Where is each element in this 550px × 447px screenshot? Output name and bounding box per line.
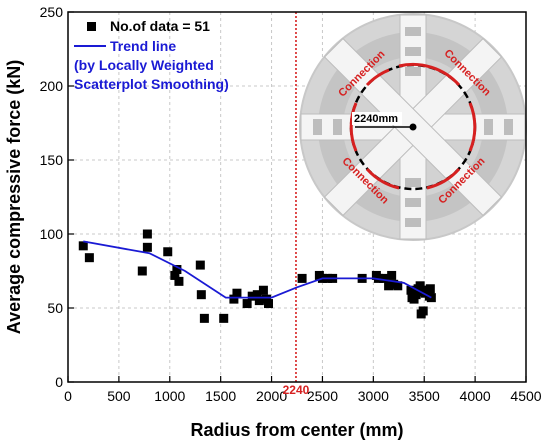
legend-label-trend-2: (by Locally Weighted	[74, 57, 214, 73]
data-point	[379, 273, 389, 283]
x-tick-label: 2500	[307, 388, 338, 404]
y-tick-label: 200	[40, 78, 64, 94]
data-point	[242, 299, 252, 309]
legend-label-trend-3: Scatterplot Smoothing)	[74, 76, 229, 92]
x-axis-title: Radius from center (mm)	[190, 420, 403, 440]
y-tick-label: 100	[40, 226, 64, 242]
data-point	[232, 288, 242, 298]
data-point	[264, 299, 274, 309]
data-point	[78, 241, 88, 251]
x-tick-label: 4500	[510, 388, 541, 404]
data-point	[142, 229, 152, 239]
legend: No.of data = 51 Trend line (by Locally W…	[74, 18, 229, 92]
data-point	[258, 285, 268, 295]
cutter-slots	[313, 27, 513, 227]
legend-label-trend-1: Trend line	[110, 38, 176, 54]
data-point	[406, 285, 416, 295]
legend-marker-scatter	[87, 22, 96, 31]
data-point	[137, 266, 147, 276]
x-tick-label: 4000	[460, 388, 491, 404]
data-point	[254, 296, 264, 306]
center-dot	[409, 123, 417, 131]
x-tick-label: 1000	[154, 388, 185, 404]
y-tick-label: 250	[40, 4, 64, 20]
data-point	[252, 290, 262, 300]
radius-label-bg	[352, 112, 402, 125]
x-tick-label: 2000	[256, 388, 287, 404]
legend-label-scatter: No.of data = 51	[110, 18, 210, 34]
x-tick-label: 3500	[409, 388, 440, 404]
data-point	[393, 281, 403, 291]
x-tick-label: 3000	[358, 388, 389, 404]
data-points	[78, 229, 436, 323]
connection-arcs	[349, 62, 477, 190]
data-point	[163, 247, 173, 257]
x-tick-label: 0	[64, 388, 72, 404]
plot-frame	[67, 11, 527, 383]
tick-labels: 0 500 1000 1500 2000 2500 3000 3500 4000 4500 0 50 1…	[40, 4, 542, 404]
reference-line-label: 2240	[283, 383, 310, 397]
trend-line	[83, 240, 432, 299]
data-point	[219, 313, 229, 323]
data-point	[297, 273, 307, 283]
data-point	[387, 270, 397, 280]
data-point	[199, 313, 209, 323]
data-point	[418, 306, 428, 316]
data-point	[172, 265, 182, 275]
cutterhead-inset: 2240mm Connection Connection Connection …	[299, 13, 527, 241]
data-point	[170, 270, 180, 280]
y-tick-label: 0	[55, 374, 63, 390]
x-tick-label: 500	[107, 388, 131, 404]
y-axis-title: Average compressive force (kN)	[4, 60, 24, 334]
radius-label: 2240mm	[354, 113, 398, 125]
data-point	[174, 276, 184, 286]
x-tick-label: 1500	[205, 388, 236, 404]
y-tick-label: 50	[47, 300, 63, 316]
data-point	[247, 291, 257, 301]
data-point	[384, 281, 394, 291]
data-point	[84, 253, 94, 263]
data-point	[425, 284, 435, 294]
data-point	[411, 290, 421, 300]
data-point	[142, 242, 152, 252]
data-point	[196, 290, 206, 300]
data-point	[229, 294, 239, 304]
y-tick-label: 150	[40, 152, 64, 168]
data-point	[195, 260, 205, 270]
